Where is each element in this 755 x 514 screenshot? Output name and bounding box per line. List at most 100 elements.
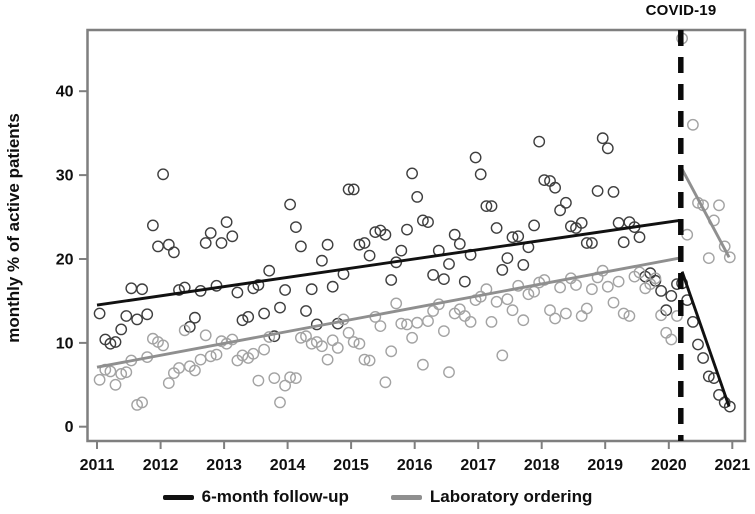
scatter-point: [220, 216, 233, 229]
scatter-point: [422, 315, 434, 327]
scatter-point: [321, 238, 334, 251]
scatter-point: [565, 220, 577, 233]
scatter-point: [480, 200, 493, 213]
legend-item-laboratory: Laboratory ordering: [390, 487, 593, 507]
scatter-point: [274, 396, 286, 409]
scatter-point: [104, 337, 117, 350]
scatter-point: [363, 249, 376, 262]
x-tick-label: 2013: [206, 457, 242, 474]
x-tick-label: 2012: [143, 457, 179, 474]
scatter-point: [93, 373, 106, 386]
scatter-point: [395, 244, 408, 257]
scatter-point: [570, 279, 582, 291]
scatter-point: [560, 196, 572, 209]
scatter-point: [427, 268, 439, 281]
scatter-point: [252, 374, 265, 387]
scatter-point: [104, 365, 117, 378]
scatter-point: [617, 236, 630, 249]
scatter-point: [353, 238, 366, 251]
scatter-point: [633, 266, 646, 279]
scatter-point: [109, 378, 122, 391]
scatter-point: [533, 135, 546, 148]
scatter-point: [289, 221, 302, 234]
scatter-point: [315, 254, 328, 267]
scatter-point: [422, 216, 434, 229]
scatter-point: [580, 237, 593, 249]
legend-label-laboratory: Laboratory ordering: [429, 487, 593, 506]
scatter-point: [342, 326, 355, 339]
scatter-point: [538, 274, 551, 286]
scatter-point: [517, 258, 530, 271]
scatter-point: [512, 279, 525, 292]
scatter-point: [665, 289, 678, 302]
scatter-point: [586, 237, 598, 249]
scatter-point: [300, 305, 312, 317]
scatter-point: [411, 190, 424, 203]
scatter-point: [586, 283, 598, 296]
scatter-point: [687, 118, 699, 131]
scatter-point: [427, 305, 439, 317]
chart-legend: 6-month follow-up Laboratory ordering: [0, 487, 755, 507]
scatter-point: [131, 313, 144, 326]
scatter-point: [702, 370, 715, 383]
x-tick-label: 2015: [333, 457, 369, 474]
scatter-point: [284, 371, 296, 384]
scatter-point: [242, 310, 255, 323]
scatter-point: [549, 312, 561, 325]
y-tick-label: 0: [65, 419, 74, 436]
scatter-point: [601, 280, 614, 293]
scatter-point: [347, 183, 360, 196]
scatter-point: [411, 316, 424, 329]
scatter-point: [167, 246, 180, 259]
scatter-point: [93, 307, 106, 320]
scatter-point: [204, 350, 217, 363]
scatter-point: [173, 284, 185, 296]
scatter-point: [188, 364, 201, 377]
trend-line: [96, 256, 680, 369]
scatter-point: [188, 311, 201, 324]
scatter-point: [554, 281, 566, 294]
scatter-point: [194, 353, 207, 366]
laboratory-line-swatch: [390, 494, 422, 500]
scatter-point: [633, 231, 646, 244]
scatter-point: [512, 230, 525, 243]
scatter-point: [517, 314, 530, 327]
y-tick-label: 30: [56, 168, 74, 185]
scatter-point: [157, 168, 170, 181]
followup-line-swatch: [162, 494, 194, 500]
scatter-point: [469, 151, 482, 164]
scatter-point: [660, 326, 673, 339]
scatter-point: [358, 237, 371, 249]
scatter-point: [115, 367, 128, 380]
scatter-point: [374, 320, 387, 332]
scatter-point: [506, 304, 519, 317]
scatter-point: [115, 323, 128, 336]
x-tick-label: 2017: [460, 457, 496, 474]
scatter-point: [612, 216, 625, 229]
scatter-point: [390, 297, 403, 310]
scatter-point: [490, 222, 503, 234]
scatter-point: [141, 308, 154, 321]
scatter-point: [713, 199, 725, 212]
scatter-point: [289, 372, 302, 384]
scatter-point: [136, 396, 149, 409]
scatter-point: [649, 272, 662, 285]
scatter-point: [443, 258, 455, 270]
scatter-point: [284, 198, 296, 211]
scatter-point: [617, 307, 630, 320]
scatter-point: [538, 174, 551, 187]
scatter-point: [560, 307, 572, 320]
scatter-point: [406, 167, 418, 180]
scatter-point: [580, 302, 593, 315]
scatter-point: [199, 237, 212, 249]
y-tick-label: 10: [56, 335, 74, 352]
scatter-point: [443, 366, 455, 379]
scatter-point: [385, 274, 398, 286]
scatter-point: [575, 310, 588, 322]
scatter-point: [120, 366, 133, 379]
scatter-point: [416, 214, 429, 227]
scatter-point: [210, 348, 223, 361]
scatter-point: [226, 230, 239, 243]
scatter-point: [544, 304, 556, 317]
